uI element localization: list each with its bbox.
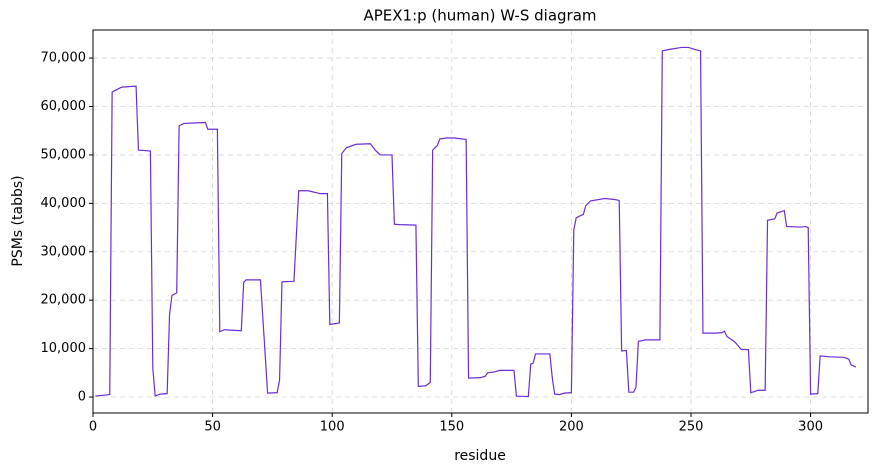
y-tick-label: 70,000 [41,51,87,66]
x-tick-label: 250 [679,420,704,435]
y-axis-label: PSMs (tabbs) [10,175,26,266]
y-tick-label: 10,000 [41,341,87,356]
y-tick-label: 50,000 [41,147,87,162]
y-tick-label: 0 [78,390,86,405]
x-tick-label: 300 [798,420,823,435]
x-tick-label: 50 [204,420,221,435]
x-tick-label: 150 [439,420,464,435]
y-tick-label: 30,000 [41,244,87,259]
line-series [95,46,857,398]
plot-frame [92,29,869,414]
chart-title: APEX1:p (human) W-S diagram [363,7,596,25]
y-tick-label: 60,000 [41,99,87,114]
x-tick-label: 200 [559,420,584,435]
x-tick-label: 0 [89,420,97,435]
y-tick-label: 40,000 [41,196,87,211]
x-axis-label: residue [454,448,506,464]
x-tick-label: 100 [320,420,345,435]
y-tick-label: 20,000 [41,293,87,308]
